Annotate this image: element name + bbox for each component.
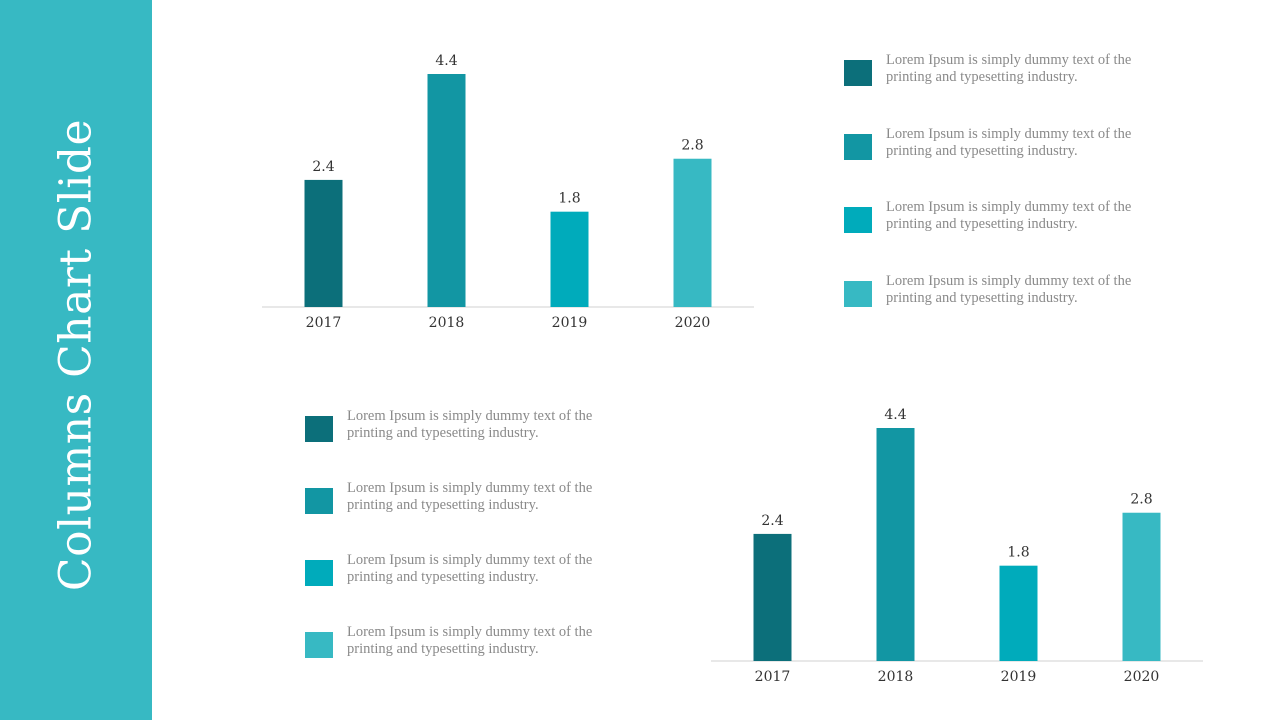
- x-tick-label: 2018: [878, 669, 914, 685]
- bar: [550, 211, 589, 307]
- bar: [427, 74, 466, 307]
- x-tick-label: 2019: [552, 315, 588, 331]
- bar: [999, 565, 1038, 661]
- x-tick-label: 2018: [429, 315, 465, 331]
- bar: [673, 158, 712, 307]
- legend-swatch: [305, 560, 333, 586]
- x-tick-label: 2020: [675, 315, 711, 331]
- bar: [304, 179, 343, 307]
- legend-top: Lorem Ipsum is simply dummy text of the …: [844, 52, 1164, 320]
- x-tick-label: 2017: [755, 669, 791, 685]
- data-label: 1.8: [1007, 545, 1029, 561]
- legend-swatch: [305, 632, 333, 658]
- data-label: 1.8: [558, 191, 580, 207]
- legend-swatch: [844, 207, 872, 233]
- legend-text: Lorem Ipsum is simply dummy text of the …: [347, 480, 593, 513]
- x-tick-label: 2019: [1001, 669, 1037, 685]
- legend-text: Lorem Ipsum is simply dummy text of the …: [886, 273, 1132, 306]
- x-tick-label: 2020: [1124, 669, 1160, 685]
- slide-title: Columns Chart Slide: [50, 118, 102, 592]
- bar: [753, 533, 792, 661]
- data-label: 4.4: [435, 53, 457, 69]
- column-chart-bottom: 2.4 2017 4.4 2018 1.8 2019 2.8 2020: [711, 407, 1203, 685]
- data-label: 2.8: [1130, 492, 1152, 508]
- legend-swatch: [305, 488, 333, 514]
- bar: [876, 428, 915, 661]
- legend-text: Lorem Ipsum is simply dummy text of the …: [347, 552, 593, 585]
- legend-swatch: [305, 416, 333, 442]
- legend-text: Lorem Ipsum is simply dummy text of the …: [347, 408, 593, 441]
- legend-text: Lorem Ipsum is simply dummy text of the …: [347, 624, 593, 657]
- x-tick-label: 2017: [306, 315, 342, 331]
- data-label: 2.8: [681, 138, 703, 154]
- title-sidebar: Columns Chart Slide: [0, 0, 152, 720]
- legend-text: Lorem Ipsum is simply dummy text of the …: [886, 126, 1132, 159]
- data-label: 2.4: [761, 513, 783, 529]
- column-chart-top: 2.4 2017 4.4 2018 1.8 2019 2.8 2020: [262, 53, 754, 331]
- legend-text: Lorem Ipsum is simply dummy text of the …: [886, 52, 1132, 85]
- legend-bottom: Lorem Ipsum is simply dummy text of the …: [305, 408, 625, 676]
- legend-swatch: [844, 134, 872, 160]
- legend-swatch: [844, 281, 872, 307]
- legend-text: Lorem Ipsum is simply dummy text of the …: [886, 199, 1132, 232]
- data-label: 2.4: [312, 159, 334, 175]
- legend-swatch: [844, 60, 872, 86]
- bar: [1122, 512, 1161, 661]
- data-label: 4.4: [884, 407, 906, 423]
